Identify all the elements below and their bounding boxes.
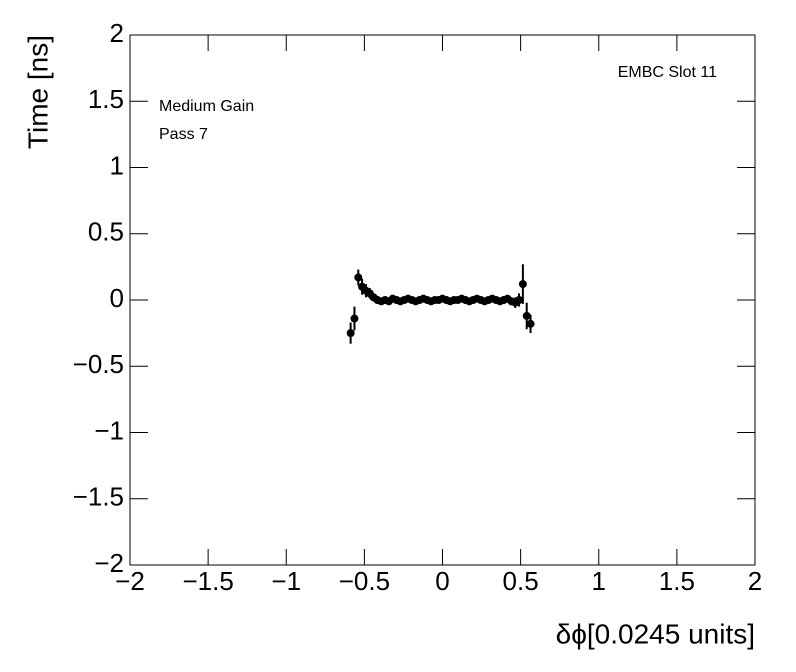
data-point bbox=[518, 280, 527, 289]
y-tick-label: 2 bbox=[110, 18, 124, 48]
annotation: Medium Gain bbox=[159, 98, 254, 115]
y-tick-label: 1.5 bbox=[88, 84, 124, 114]
data-point bbox=[350, 314, 359, 323]
data-point bbox=[522, 311, 531, 320]
x-axis-title: δϕ[0.0245 units] bbox=[556, 618, 755, 649]
y-tick-label: 1 bbox=[110, 150, 124, 180]
x-tick-label: −1.5 bbox=[182, 566, 233, 596]
y-tick-label: −1 bbox=[94, 415, 124, 445]
data-point bbox=[526, 319, 535, 328]
y-tick-label: −2 bbox=[94, 548, 124, 578]
x-tick-label: 0.5 bbox=[503, 566, 539, 596]
x-tick-label: 1 bbox=[592, 566, 606, 596]
data-point bbox=[346, 329, 355, 338]
x-tick-label: 2 bbox=[748, 566, 762, 596]
data-point bbox=[354, 273, 363, 282]
y-tick-label: −0.5 bbox=[73, 349, 124, 379]
y-axis-title: Time [ns] bbox=[22, 35, 53, 149]
annotation: EMBC Slot 11 bbox=[618, 64, 717, 81]
y-tick-label: 0.5 bbox=[88, 217, 124, 247]
x-tick-label: 0 bbox=[435, 566, 449, 596]
y-tick-label: −1.5 bbox=[73, 482, 124, 512]
x-tick-label: −2 bbox=[115, 566, 145, 596]
data-point bbox=[515, 296, 524, 304]
x-tick-label: −1 bbox=[271, 566, 301, 596]
annotation: Pass 7 bbox=[159, 126, 208, 143]
x-tick-label: −0.5 bbox=[339, 566, 390, 596]
x-tick-label: 1.5 bbox=[659, 566, 695, 596]
y-tick-label: 0 bbox=[110, 283, 124, 313]
